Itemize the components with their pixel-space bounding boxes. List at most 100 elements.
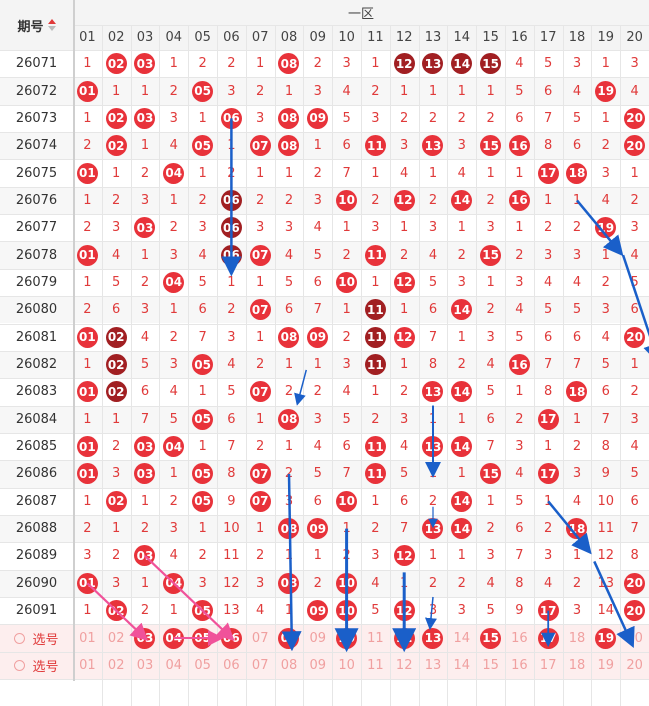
selectable-number[interactable]: 16	[511, 657, 528, 673]
selectable-number[interactable]: 05	[194, 657, 211, 673]
select-cell[interactable]: 18	[563, 624, 592, 651]
selectable-number[interactable]: 14	[453, 657, 471, 673]
selected-number-ball[interactable]: 19	[595, 627, 617, 649]
number-ball: 19	[595, 217, 617, 239]
table-cell: 4	[563, 269, 592, 296]
selectable-number[interactable]: 13	[424, 657, 442, 673]
select-cell[interactable]: 08	[275, 624, 304, 651]
selectable-number[interactable]: 17	[539, 657, 557, 673]
selectable-number[interactable]: 09	[309, 630, 327, 646]
select-cell[interactable]: 03	[131, 652, 160, 679]
select-cell[interactable]: 06	[217, 652, 246, 679]
selectable-number[interactable]: 16	[511, 630, 528, 646]
selectable-number[interactable]: 03	[136, 657, 154, 673]
selected-number-ball[interactable]: 10	[336, 627, 358, 649]
selected-number-ball[interactable]: 08	[278, 627, 300, 649]
select-cell[interactable]: 12	[390, 652, 419, 679]
selectable-number[interactable]: 01	[79, 657, 96, 673]
selectable-number[interactable]: 07	[251, 657, 269, 673]
selectable-number[interactable]: 02	[107, 630, 125, 646]
radio-icon[interactable]	[14, 659, 26, 671]
table-cell: 3	[620, 214, 649, 241]
omission-value: 2	[256, 192, 265, 208]
selectable-number[interactable]: 12	[395, 657, 413, 673]
select-cell[interactable]: 17	[534, 624, 563, 651]
selectable-number[interactable]: 10	[338, 657, 355, 673]
selectable-number[interactable]: 11	[367, 630, 384, 646]
selectable-number[interactable]: 18	[568, 657, 586, 673]
select-cell[interactable]: 10	[332, 624, 361, 651]
select-cell[interactable]: 09	[303, 624, 332, 651]
select-cell[interactable]: 11	[361, 624, 390, 651]
select-cell[interactable]: 12	[390, 624, 419, 651]
select-cell[interactable]: 10	[332, 652, 361, 679]
selected-number-ball[interactable]: 04	[163, 627, 185, 649]
table-cell: 7	[476, 433, 505, 460]
selected-number-ball[interactable]: 05	[192, 627, 214, 649]
select-cell[interactable]: 14	[447, 652, 476, 679]
select-cell[interactable]: 13	[419, 624, 448, 651]
select-cell[interactable]: 17	[534, 652, 563, 679]
selected-number-ball[interactable]: 12	[393, 627, 415, 649]
selectable-number[interactable]: 08	[280, 657, 298, 673]
select-cell[interactable]: 08	[275, 652, 304, 679]
select-cell[interactable]: 15	[476, 624, 505, 651]
select-cell[interactable]: 19	[591, 652, 620, 679]
number-ball: 14	[451, 299, 473, 321]
select-cell[interactable]: 04	[159, 652, 188, 679]
selected-number-ball[interactable]: 06	[220, 627, 242, 649]
select-cell[interactable]: 16	[505, 652, 534, 679]
select-cell[interactable]: 07	[246, 652, 275, 679]
selectable-number[interactable]: 19	[597, 657, 615, 673]
selectable-number[interactable]: 18	[568, 630, 586, 646]
select-cell[interactable]: 16	[505, 624, 534, 651]
selectable-number[interactable]: 07	[251, 630, 269, 646]
number-ball: 14	[451, 490, 473, 512]
selectable-number[interactable]: 04	[165, 657, 183, 673]
select-cell[interactable]: 04	[159, 624, 188, 651]
select-cell[interactable]: 19	[591, 624, 620, 651]
selectable-number[interactable]: 09	[309, 657, 327, 673]
select-cell[interactable]: 20	[620, 624, 649, 651]
omission-value: 3	[83, 548, 92, 564]
column-header: 10	[338, 30, 355, 45]
sort-icon[interactable]	[47, 19, 56, 31]
selected-number-ball[interactable]: 15	[480, 627, 502, 649]
select-cell[interactable]: 05	[188, 624, 217, 651]
selectable-number[interactable]: 14	[453, 630, 471, 646]
selectable-number[interactable]: 06	[223, 657, 240, 673]
table-cell: 3	[361, 214, 390, 241]
column-divider	[591, 25, 593, 706]
select-cell[interactable]: 06	[217, 624, 246, 651]
selectable-number[interactable]: 01	[79, 630, 96, 646]
select-cell[interactable]: 15	[476, 652, 505, 679]
select-cell[interactable]: 09	[303, 652, 332, 679]
select-row-label[interactable]: 选号	[0, 652, 73, 679]
select-cell[interactable]: 20	[620, 652, 649, 679]
selectable-number[interactable]: 20	[626, 657, 643, 673]
selectable-number[interactable]: 15	[482, 657, 499, 673]
selected-number-ball[interactable]: 13	[422, 627, 444, 649]
table-cell: 3	[563, 597, 592, 624]
radio-icon[interactable]	[14, 632, 26, 644]
select-cell[interactable]: 07	[246, 624, 275, 651]
selectable-number[interactable]: 02	[107, 657, 125, 673]
period-header[interactable]: 期号	[0, 0, 73, 50]
omission-value: 5	[486, 603, 495, 619]
select-cell[interactable]: 01	[73, 624, 102, 651]
select-cell[interactable]: 13	[419, 652, 448, 679]
select-row-label[interactable]: 选号	[0, 624, 73, 651]
select-cell[interactable]: 05	[188, 652, 217, 679]
select-cell[interactable]: 14	[447, 624, 476, 651]
selectable-number[interactable]: 11	[367, 657, 384, 673]
select-cell[interactable]: 18	[563, 652, 592, 679]
select-cell[interactable]: 01	[73, 652, 102, 679]
select-cell[interactable]: 03	[131, 624, 160, 651]
selected-number-ball[interactable]: 17	[537, 627, 559, 649]
selected-number-ball[interactable]: 03	[134, 627, 156, 649]
select-cell[interactable]: 02	[102, 624, 131, 651]
selectable-number[interactable]: 20	[626, 630, 643, 646]
omission-value: 1	[112, 521, 121, 537]
select-cell[interactable]: 11	[361, 652, 390, 679]
select-cell[interactable]: 02	[102, 652, 131, 679]
